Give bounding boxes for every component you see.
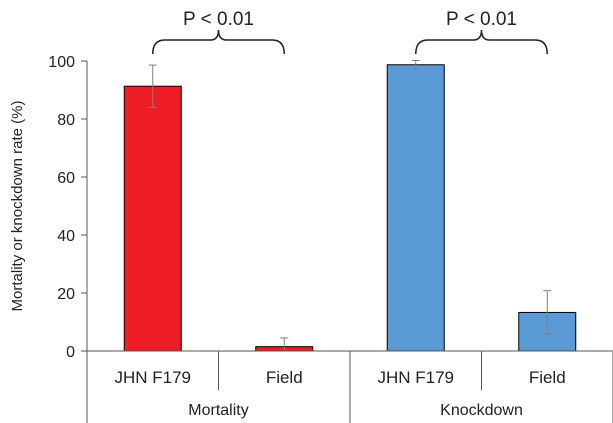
significance-label: P < 0.01 — [183, 9, 254, 30]
significance-label: P < 0.01 — [446, 9, 517, 30]
x-axis: JHN F179 Field JHN F179 Field Mortality Knock… — [86, 350, 613, 423]
y-tick-label: 40 — [57, 228, 75, 245]
y-tick-label: 60 — [57, 170, 75, 187]
x-group-label: Mortality — [188, 402, 248, 419]
y-tick-label: 0 — [66, 344, 75, 361]
significance-bracket — [152, 29, 285, 55]
y-tick-label: 100 — [48, 54, 75, 71]
x-category-label: JHN F179 — [377, 368, 454, 387]
x-category-label: Field — [529, 368, 566, 387]
x-category-label: Field — [266, 368, 303, 387]
bars — [123, 59, 577, 352]
significance-annotations: P < 0.01 P < 0.01 — [152, 9, 548, 55]
bar — [386, 64, 445, 352]
significance-bracket — [415, 29, 548, 55]
y-tick-label: 20 — [57, 286, 75, 303]
bar — [123, 85, 182, 352]
y-axis-label: Mortality or knockdown rate (%) — [9, 101, 26, 312]
y-axis: 0 20 40 60 80 100 — [48, 54, 88, 361]
y-tick-label: 80 — [57, 112, 75, 129]
x-category-label: JHN F179 — [114, 368, 191, 387]
x-group-label: Knockdown — [440, 402, 523, 419]
